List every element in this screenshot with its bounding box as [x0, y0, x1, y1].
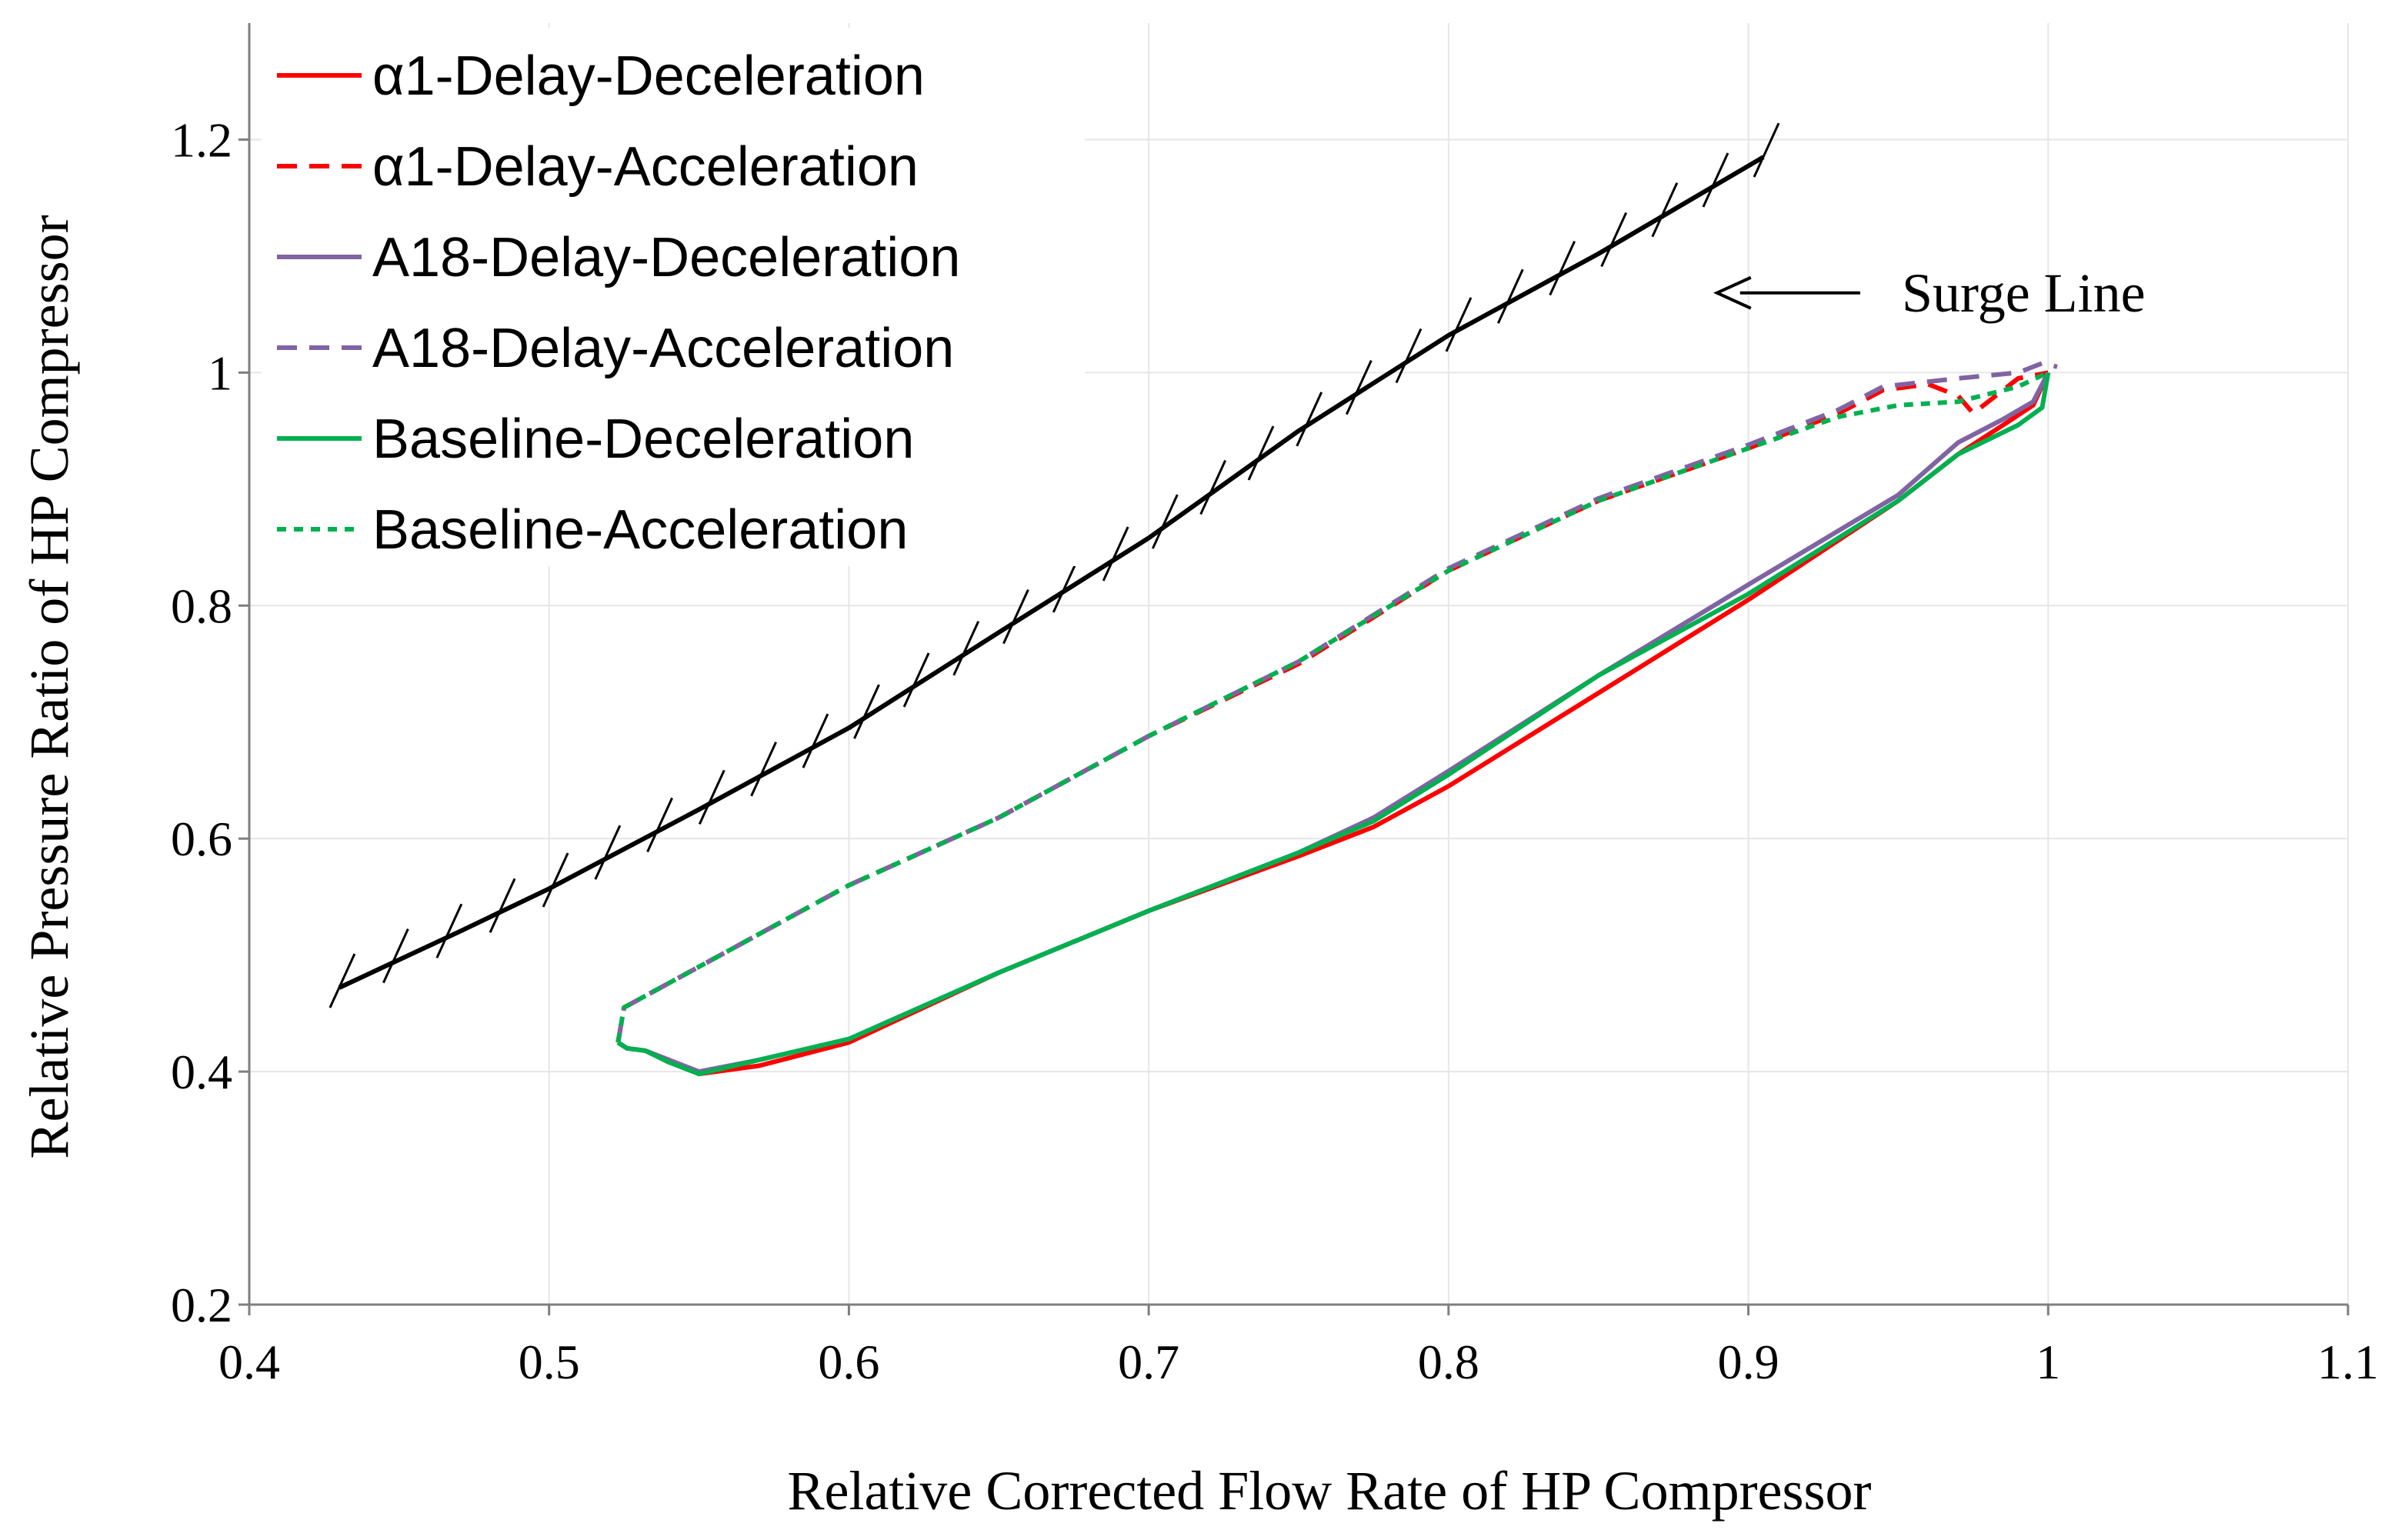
legend-label: α1-Delay-Deceleration	[372, 45, 925, 107]
x-tick-label: 1.1	[2317, 1335, 2379, 1389]
y-tick-label: 0.8	[171, 578, 232, 633]
surge-hatch	[853, 684, 880, 739]
x-tick-label: 1	[2036, 1335, 2060, 1389]
surge-hatch	[952, 621, 980, 676]
surge-hatch	[542, 852, 569, 908]
surge-hatch	[1445, 297, 1472, 352]
y-tick-label: 0.2	[171, 1278, 232, 1332]
surge-hatch	[646, 797, 673, 852]
legend-label: Baseline-Deceleration	[372, 408, 914, 470]
surge-hatch	[1102, 526, 1129, 582]
surge-hatch	[750, 742, 777, 797]
x-tick-label: 0.6	[818, 1335, 879, 1389]
surge-hatch	[1702, 152, 1729, 208]
y-tick-label: 0.6	[171, 812, 232, 866]
surge-hatch	[382, 928, 409, 984]
legend: α1-Delay-Deceleration α1-Delay-Accelerati…	[262, 28, 1085, 566]
legend-background	[262, 28, 1085, 566]
y-tick-label: 1	[208, 345, 232, 400]
x-tick-label: 0.4	[218, 1335, 280, 1389]
legend-label: α1-Delay-Acceleration	[372, 136, 919, 198]
legend-label: A18-Delay-Deceleration	[372, 227, 960, 288]
y-tick-label: 1.2	[171, 112, 232, 167]
y-tick-label: 0.4	[171, 1045, 232, 1099]
y-axis-title: Relative Pressure Ratio of HP Compressor	[18, 215, 80, 1158]
surge-hatch	[1651, 182, 1679, 238]
x-tick-label: 0.5	[519, 1335, 580, 1389]
legend-label: Baseline-Acceleration	[372, 499, 908, 561]
surge-hatch	[1753, 122, 1780, 178]
tick-labels: 0.20.40.60.811.20.4 0.5 0.6 0.7 0.8 0.9 1 1.1	[171, 112, 2379, 1389]
surge-hatch	[1600, 212, 1628, 268]
surge-hatch	[1052, 558, 1079, 613]
annotation-arrowhead	[1713, 275, 1752, 310]
annotation-label: Surge Line	[1902, 262, 2146, 324]
surge-hatch	[1496, 268, 1524, 324]
axes	[238, 23, 2350, 1315]
x-tick-label: 0.8	[1418, 1335, 1479, 1389]
legend-label: A18-Delay-Acceleration	[372, 318, 954, 379]
x-axis-title: Relative Corrected Flow Rate of HP Compr…	[787, 1460, 1871, 1522]
surge-hatch	[1002, 589, 1029, 645]
surge-hatch	[902, 652, 930, 708]
surge-hatch	[1346, 360, 1372, 415]
surge-line-group	[329, 122, 1780, 1008]
surge-hatch	[489, 878, 516, 933]
x-tick-label: 0.7	[1118, 1335, 1179, 1389]
surge-hatch	[594, 825, 622, 880]
surge-hatch	[802, 713, 829, 768]
surge-hatch	[1395, 328, 1422, 384]
surge-hatch	[1549, 241, 1576, 296]
surge-hatch	[1199, 459, 1227, 515]
surge-hatch	[698, 769, 725, 825]
surge-hatch	[329, 953, 356, 1008]
surge-annotation: Surge Line	[1713, 262, 2146, 324]
surge-hatch	[1296, 392, 1323, 447]
series-line-4	[616, 372, 2051, 1077]
series-line-5	[615, 370, 2049, 1043]
series-group	[615, 361, 2058, 1077]
x-tick-label: 0.9	[1718, 1335, 1779, 1389]
surge-hatch	[1151, 494, 1179, 549]
surge-hatch	[1247, 425, 1275, 481]
surge-line	[338, 155, 1765, 990]
surge-hatch	[435, 903, 463, 958]
